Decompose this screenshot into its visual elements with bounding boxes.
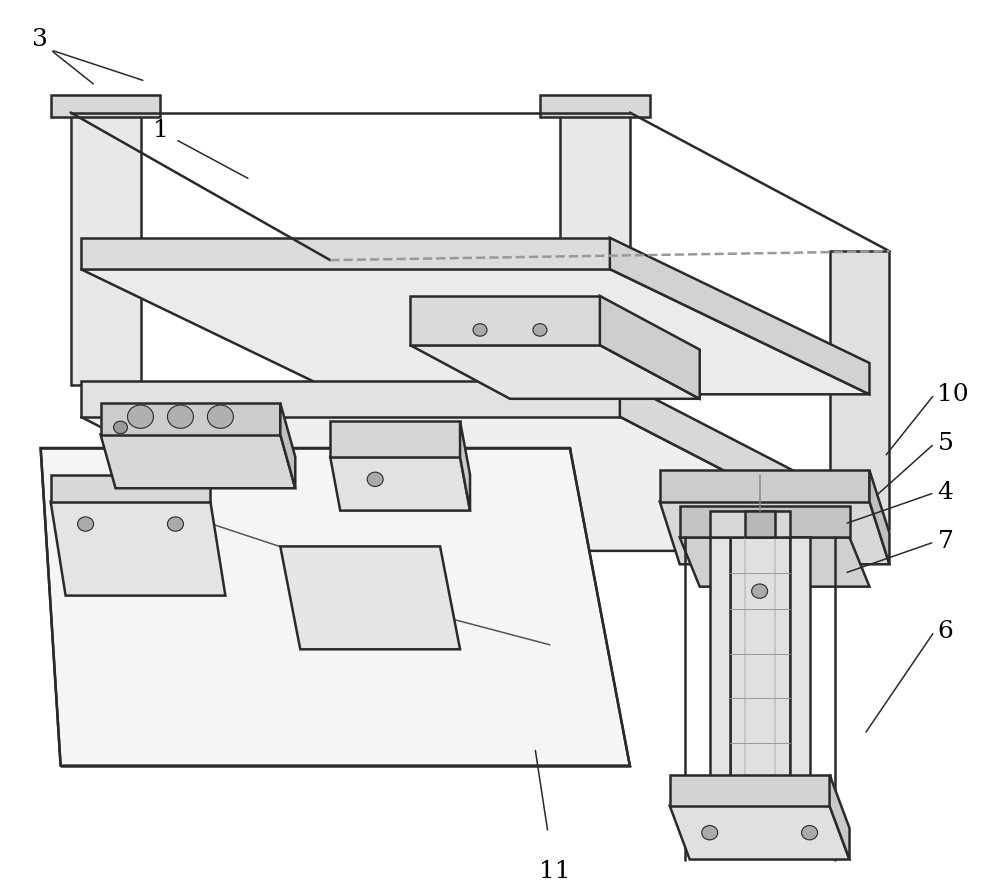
Circle shape bbox=[733, 513, 747, 526]
Polygon shape bbox=[51, 502, 225, 596]
Text: 4: 4 bbox=[937, 481, 953, 504]
Text: 6: 6 bbox=[937, 620, 953, 643]
Polygon shape bbox=[101, 403, 280, 435]
Polygon shape bbox=[670, 774, 830, 806]
Polygon shape bbox=[660, 502, 889, 564]
Text: 11: 11 bbox=[539, 859, 571, 883]
Text: 5: 5 bbox=[937, 432, 953, 455]
Text: 7: 7 bbox=[937, 530, 953, 554]
Polygon shape bbox=[830, 251, 889, 529]
Polygon shape bbox=[830, 774, 850, 859]
Circle shape bbox=[693, 513, 707, 526]
Polygon shape bbox=[540, 95, 650, 117]
Polygon shape bbox=[560, 113, 630, 385]
Circle shape bbox=[167, 517, 183, 531]
Polygon shape bbox=[710, 511, 790, 538]
Polygon shape bbox=[81, 237, 610, 269]
Polygon shape bbox=[410, 296, 600, 345]
Circle shape bbox=[473, 323, 487, 336]
Circle shape bbox=[533, 323, 547, 336]
Circle shape bbox=[702, 825, 718, 840]
Polygon shape bbox=[51, 475, 210, 502]
Polygon shape bbox=[410, 345, 700, 399]
Polygon shape bbox=[610, 237, 869, 394]
Circle shape bbox=[78, 517, 94, 531]
Circle shape bbox=[773, 513, 787, 526]
Polygon shape bbox=[51, 95, 160, 117]
Polygon shape bbox=[460, 421, 470, 511]
Polygon shape bbox=[101, 435, 295, 488]
Polygon shape bbox=[81, 417, 879, 551]
Polygon shape bbox=[745, 511, 775, 538]
Circle shape bbox=[114, 421, 128, 434]
Polygon shape bbox=[600, 296, 700, 399]
Polygon shape bbox=[790, 538, 810, 788]
Polygon shape bbox=[280, 403, 295, 488]
Circle shape bbox=[128, 405, 153, 428]
Polygon shape bbox=[730, 538, 790, 788]
Polygon shape bbox=[680, 538, 869, 587]
Polygon shape bbox=[680, 506, 850, 538]
Polygon shape bbox=[280, 547, 460, 650]
Polygon shape bbox=[660, 470, 869, 502]
Circle shape bbox=[167, 405, 193, 428]
Polygon shape bbox=[330, 421, 460, 457]
Polygon shape bbox=[869, 470, 889, 564]
Text: 10: 10 bbox=[937, 383, 969, 406]
Circle shape bbox=[752, 584, 768, 599]
Text: 1: 1 bbox=[153, 119, 168, 142]
Polygon shape bbox=[41, 448, 630, 765]
Circle shape bbox=[207, 405, 233, 428]
Polygon shape bbox=[710, 538, 730, 788]
Polygon shape bbox=[71, 113, 141, 385]
Circle shape bbox=[802, 825, 818, 840]
Polygon shape bbox=[620, 381, 879, 551]
Polygon shape bbox=[330, 260, 380, 538]
Text: 3: 3 bbox=[31, 28, 47, 50]
Circle shape bbox=[367, 472, 383, 487]
Polygon shape bbox=[330, 457, 470, 511]
Polygon shape bbox=[670, 806, 850, 859]
Polygon shape bbox=[81, 381, 620, 417]
Polygon shape bbox=[81, 269, 869, 394]
